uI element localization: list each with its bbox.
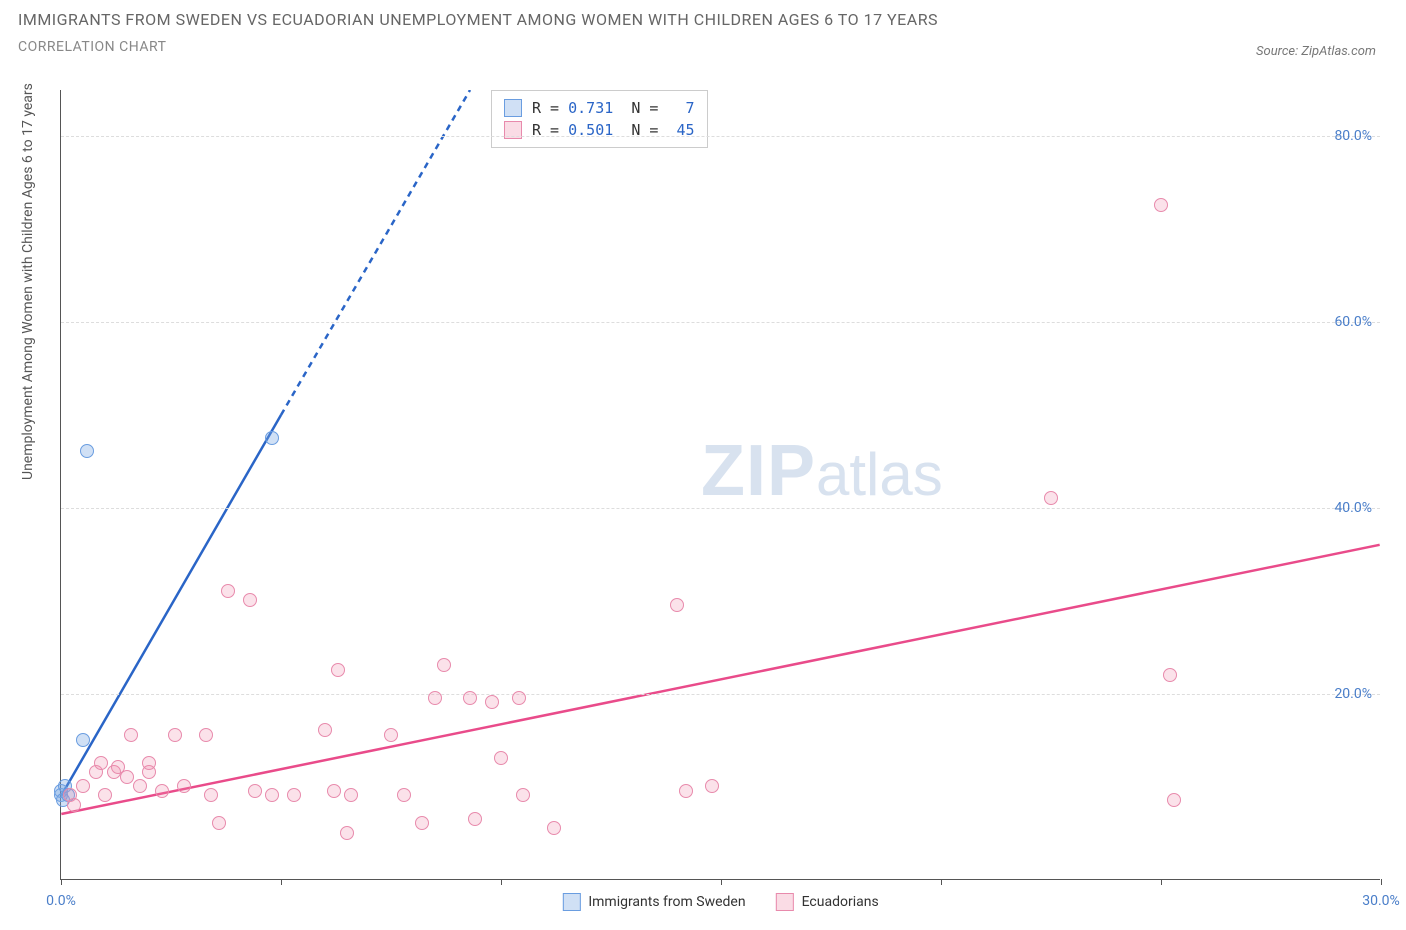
data-point	[98, 788, 112, 802]
legend-row: R = 0.731 N = 7	[504, 97, 695, 119]
watermark: ZIPatlas	[701, 430, 943, 512]
y-tick-label: 60.0%	[1334, 314, 1372, 330]
bottom-legend-item: Ecuadorians	[776, 893, 879, 911]
legend-swatch	[776, 893, 794, 911]
watermark-part2: atlas	[816, 441, 943, 508]
gridline-h	[61, 508, 1380, 509]
gridline-h	[61, 136, 1380, 137]
data-point	[124, 728, 138, 742]
data-point	[397, 788, 411, 802]
y-tick-label: 40.0%	[1334, 500, 1372, 516]
data-point	[670, 598, 684, 612]
x-tick	[1381, 879, 1382, 885]
bottom-legend-item: Immigrants from Sweden	[562, 893, 745, 911]
data-point	[485, 695, 499, 709]
data-point	[287, 788, 301, 802]
data-point	[1167, 793, 1181, 807]
gridline-h	[61, 694, 1380, 695]
data-point	[340, 826, 354, 840]
data-point	[705, 779, 719, 793]
data-point	[76, 733, 90, 747]
data-point	[76, 779, 90, 793]
legend-row: R = 0.501 N = 45	[504, 119, 695, 141]
data-point	[120, 770, 134, 784]
data-point	[344, 788, 358, 802]
legend-stats: R = 0.501 N = 45	[532, 119, 695, 141]
x-tick	[281, 879, 282, 885]
data-point	[494, 751, 508, 765]
data-point	[67, 798, 81, 812]
trendlines-svg	[61, 90, 1380, 879]
x-tick	[501, 879, 502, 885]
chart-plot-area: ZIPatlas R = 0.731 N = 7R = 0.501 N = 45…	[60, 90, 1380, 880]
data-point	[155, 784, 169, 798]
x-tick-label: 30.0%	[1362, 893, 1400, 909]
data-point	[168, 728, 182, 742]
y-axis-label: Unemployment Among Women with Children A…	[20, 83, 36, 480]
data-point	[1154, 198, 1168, 212]
data-point	[327, 784, 341, 798]
data-point	[428, 691, 442, 705]
x-tick	[941, 879, 942, 885]
legend-stats: R = 0.731 N = 7	[532, 97, 695, 119]
data-point	[1163, 668, 1177, 682]
data-point	[133, 779, 147, 793]
chart-title: IMMIGRANTS FROM SWEDEN VS ECUADORIAN UNE…	[18, 10, 1388, 29]
bottom-legend-label: Ecuadorians	[802, 894, 879, 910]
data-point	[415, 816, 429, 830]
source-attribution: Source: ZipAtlas.com	[1256, 44, 1376, 59]
x-tick-label: 0.0%	[46, 893, 76, 909]
x-tick	[61, 879, 62, 885]
data-point	[265, 431, 279, 445]
data-point	[547, 821, 561, 835]
chart-subtitle: CORRELATION CHART	[18, 39, 1388, 55]
data-point	[318, 723, 332, 737]
title-block: IMMIGRANTS FROM SWEDEN VS ECUADORIAN UNE…	[0, 0, 1406, 55]
data-point	[221, 584, 235, 598]
y-tick-label: 20.0%	[1334, 686, 1372, 702]
data-point	[248, 784, 262, 798]
data-point	[463, 691, 477, 705]
watermark-part1: ZIP	[701, 431, 816, 511]
x-tick	[1161, 879, 1162, 885]
legend-swatch	[504, 99, 522, 117]
data-point	[516, 788, 530, 802]
data-point	[1044, 491, 1058, 505]
data-point	[199, 728, 213, 742]
legend-swatch	[562, 893, 580, 911]
data-point	[80, 444, 94, 458]
bottom-legend-label: Immigrants from Sweden	[588, 894, 745, 910]
data-point	[437, 658, 451, 672]
y-tick-label: 80.0%	[1334, 128, 1372, 144]
data-point	[265, 788, 279, 802]
data-point	[177, 779, 191, 793]
data-point	[679, 784, 693, 798]
x-tick	[721, 879, 722, 885]
data-point	[468, 812, 482, 826]
data-point	[204, 788, 218, 802]
data-point	[384, 728, 398, 742]
data-point	[212, 816, 226, 830]
data-point	[142, 756, 156, 770]
legend-series: Immigrants from Sweden Ecuadorians	[562, 893, 878, 911]
data-point	[512, 691, 526, 705]
gridline-h	[61, 322, 1380, 323]
data-point	[94, 756, 108, 770]
data-point	[243, 593, 257, 607]
data-point	[331, 663, 345, 677]
legend-correlation-box: R = 0.731 N = 7R = 0.501 N = 45	[491, 90, 708, 148]
